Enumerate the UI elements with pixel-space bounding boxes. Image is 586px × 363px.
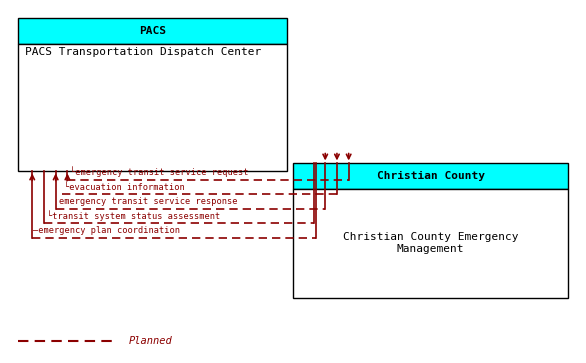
Text: └transit system status assessment: └transit system status assessment xyxy=(47,210,220,221)
Text: Christian County Emergency
Management: Christian County Emergency Management xyxy=(343,232,519,254)
Bar xyxy=(293,189,568,298)
Text: PACS: PACS xyxy=(139,26,166,36)
Text: └evacuation information: └evacuation information xyxy=(64,183,185,192)
Text: Planned: Planned xyxy=(129,336,173,346)
Bar xyxy=(18,18,287,44)
Text: –emergency plan coordination: –emergency plan coordination xyxy=(33,226,180,235)
Text: └emergency transit service request: └emergency transit service request xyxy=(70,166,249,177)
Text: Christian County: Christian County xyxy=(377,171,485,181)
Text: PACS Transportation Dispatch Center: PACS Transportation Dispatch Center xyxy=(25,47,261,57)
Bar xyxy=(18,44,287,171)
Bar xyxy=(293,163,568,189)
Text: emergency transit service response: emergency transit service response xyxy=(59,197,237,206)
